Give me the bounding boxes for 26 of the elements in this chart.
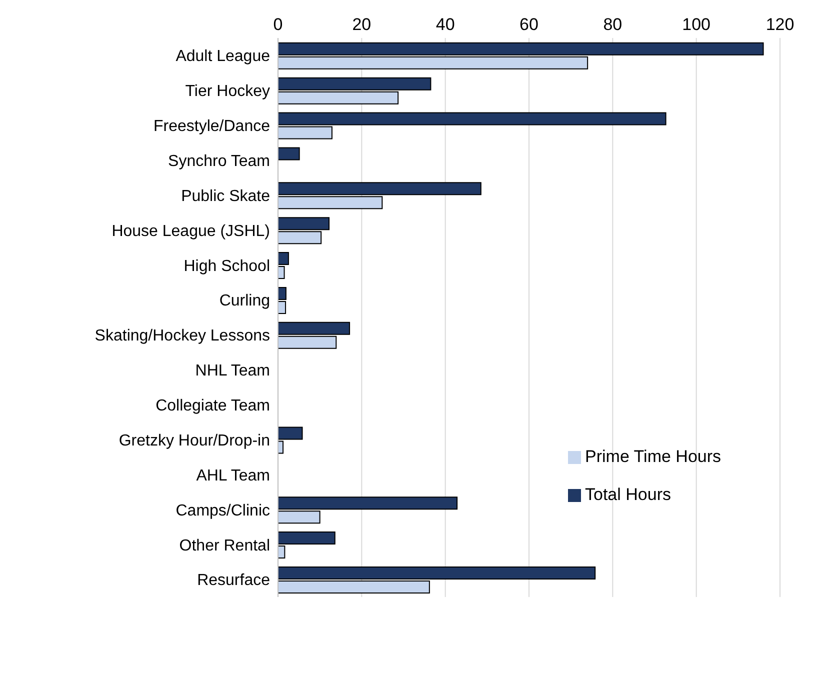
y-tick-label: High School xyxy=(184,258,270,275)
y-tick-label: AHL Team xyxy=(196,467,270,484)
y-tick-label: Collegiate Team xyxy=(156,398,270,415)
legend-label: Total Hours xyxy=(585,485,671,504)
y-tick-label: Adult League xyxy=(176,48,270,66)
y-tick-label: Freestyle/Dance xyxy=(154,118,270,136)
y-tick-label: House League (JSHL) xyxy=(112,222,270,240)
bar xyxy=(278,147,300,160)
y-tick-label: NHL Team xyxy=(195,362,270,380)
y-tick-label: Skating/Hockey Lessons xyxy=(94,328,270,345)
x-tick-label: 0 xyxy=(273,15,283,34)
y-tick-label: Other Rental xyxy=(179,537,270,554)
x-tick-label: 120 xyxy=(766,15,794,34)
x-tick-label: 100 xyxy=(682,15,711,34)
x-tick-label: 40 xyxy=(436,15,455,34)
y-tick-label: Synchro Team xyxy=(168,152,270,170)
x-tick-label: 60 xyxy=(520,15,538,34)
y-tick-label: Curling xyxy=(219,292,270,310)
y-tick-label: Resurface xyxy=(197,572,270,590)
legend-label: Prime Time Hours xyxy=(585,447,722,466)
y-tick-label: Public Skate xyxy=(181,188,270,205)
x-tick-label: 20 xyxy=(352,15,372,34)
x-tick-label: 80 xyxy=(603,15,622,34)
y-tick-label: Camps/Clinic xyxy=(176,502,270,520)
y-tick-label: Tier Hockey xyxy=(185,83,270,100)
y-tick-label: Gretzky Hour/Drop-in xyxy=(118,432,270,450)
